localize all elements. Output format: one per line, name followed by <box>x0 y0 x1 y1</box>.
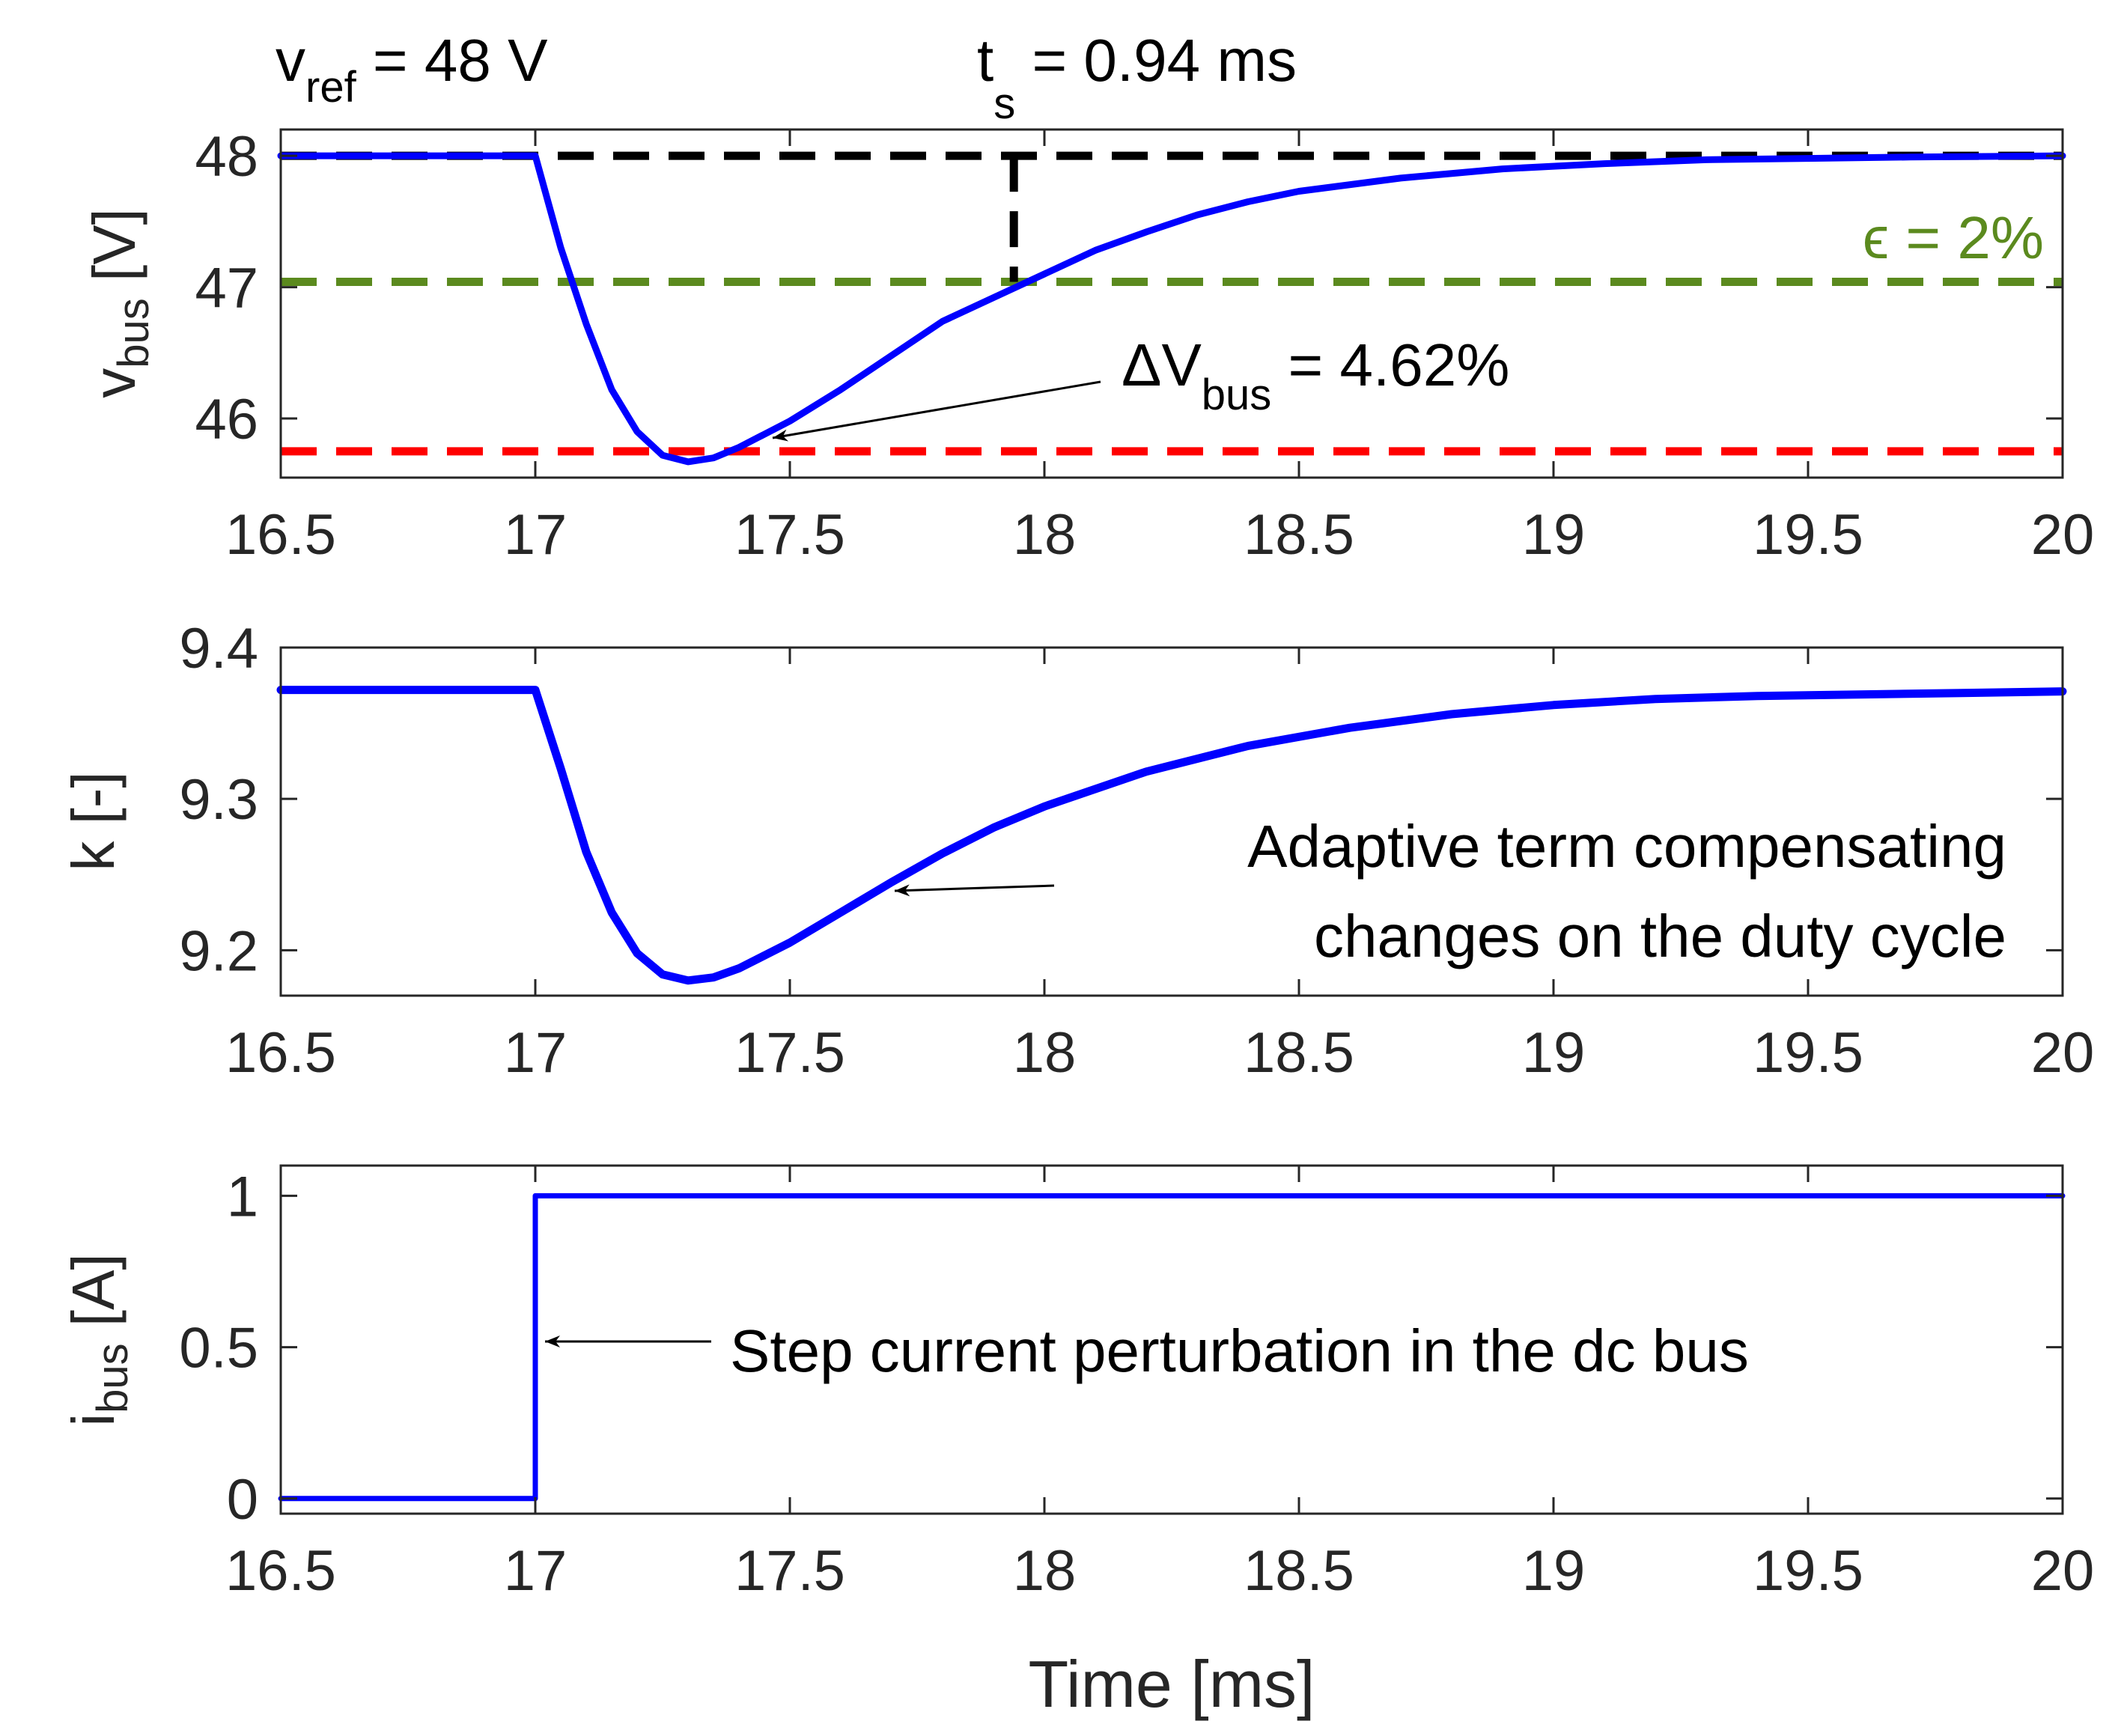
top-xtick-label: 19.5 <box>1753 503 1863 567</box>
top-ylabel-main: v <box>81 368 147 398</box>
middle-plot-layer <box>276 686 2067 985</box>
top-xtick-label: 20 <box>2031 503 2095 567</box>
k-annotation-line1: Adaptive term compensating <box>1247 813 2006 880</box>
ts-sub: s <box>993 79 1015 128</box>
i-annotation: Step current perturbation in the dc bus <box>730 1318 1749 1384</box>
bottom-ylabel-sub: bus <box>88 1343 137 1413</box>
panel-middle: 16.5 17 17.5 18 18.5 19 19.5 209.29.39.4 k [-] … <box>60 617 2094 1085</box>
top-xtick-label: 18.5 <box>1244 503 1354 567</box>
eps-annotation: ϵ = 2% <box>1863 204 2044 271</box>
bottom-xtick-label: 16.5 <box>225 1539 336 1603</box>
middle-ytick-label: 9.3 <box>179 768 258 832</box>
bottom-xtick-label: 19.5 <box>1753 1539 1863 1603</box>
top-ylabel: vbus [V] <box>81 208 158 398</box>
bottom-xtick-label: 17 <box>504 1539 567 1603</box>
top-plot-layer <box>277 151 2066 466</box>
middle-ticks-layer: 16.5 17 17.5 18 18.5 19 19.5 20 9.2 9.3 9.4 <box>179 617 2094 1085</box>
svg-text:vbus [V]: vbus [V] <box>81 208 158 398</box>
middle-xtick-label: 17 <box>504 1021 567 1085</box>
top-xtick-label: 17.5 <box>734 503 845 567</box>
dv-rest: = 4.62% <box>1271 332 1509 398</box>
middle-ytick-label: 9.4 <box>179 617 258 680</box>
top-xtick-label: 18 <box>1013 503 1077 567</box>
ts-annotation: ts = 0.94 ms <box>977 27 1297 128</box>
dv-annotation: ΔVbus = 4.62% <box>1122 332 1509 419</box>
dv-arrow <box>772 380 1101 442</box>
middle-xtick-label: 20 <box>2031 1021 2095 1085</box>
bottom-ytick-label: 0.5 <box>179 1317 258 1380</box>
bottom-xtick-label: 19 <box>1522 1539 1586 1603</box>
bottom-xtick-label: 18 <box>1013 1539 1077 1603</box>
bottom-ylabel-unit: [A] <box>60 1253 127 1327</box>
bottom-plot-layer <box>278 1193 2066 1502</box>
bottom-ytick-label: 0 <box>227 1468 258 1532</box>
top-ytick-label: 48 <box>195 125 258 189</box>
top-series-v_bus <box>277 152 2066 466</box>
top-ytick-label: 46 <box>195 388 258 451</box>
middle-axes-box <box>279 646 2064 997</box>
ts-main: t <box>977 27 993 94</box>
bottom-xtick-label: 17.5 <box>734 1539 845 1603</box>
top-ytick-label: 47 <box>195 257 258 320</box>
bottom-xtick-label: 18.5 <box>1244 1539 1354 1603</box>
bottom-ylabel-main: i <box>60 1413 127 1427</box>
svg-text:ibus [A]: ibus [A] <box>60 1253 137 1426</box>
top-xtick-label: 19 <box>1522 503 1586 567</box>
dv-sub: bus <box>1202 371 1272 419</box>
dv-main: ΔV <box>1122 332 1202 398</box>
bottom-ticks-layer: 16.5 17 17.5 18 18.5 19 19.5 20 0 0.5 1 <box>179 1165 2094 1603</box>
k-annotation-line2: changes on the duty cycle <box>1314 903 2006 969</box>
x-axis-label: Time [ms] <box>1029 1647 1315 1721</box>
top-ylabel-unit: [V] <box>81 208 147 281</box>
middle-xtick-label: 19 <box>1522 1021 1586 1085</box>
middle-xtick-label: 18.5 <box>1244 1021 1354 1085</box>
panel-bottom: 16.5 17 17.5 18 18.5 19 19.5 20 0 0.5 1 ibus [A] S… <box>60 1164 2094 1721</box>
bottom-ytick-label: 1 <box>227 1165 258 1228</box>
bottom-axes-box <box>279 1164 2064 1515</box>
bottom-series-i_bus <box>278 1193 2066 1502</box>
k-arrow <box>894 884 1055 897</box>
vref-main: v <box>276 27 305 94</box>
top-ylabel-sub: bus <box>109 298 158 368</box>
top-ticks-layer: 16.5 17 17.5 18 18.5 19 19.5 20 46 47 48 <box>195 125 2094 567</box>
top-axes-box <box>279 128 2064 479</box>
middle-ytick-label: 9.2 <box>179 919 258 983</box>
middle-xtick-label: 18 <box>1013 1021 1077 1085</box>
middle-xtick-label: 19.5 <box>1753 1021 1863 1085</box>
middle-ylabel: k [-] <box>60 771 127 871</box>
vref-sub: ref <box>305 63 357 112</box>
bottom-ylabel: ibus [A] <box>60 1253 137 1426</box>
bottom-xtick-label: 20 <box>2031 1539 2095 1603</box>
top-xtick-label: 16.5 <box>225 503 336 567</box>
middle-series-k <box>276 686 2067 985</box>
middle-xtick-label: 17.5 <box>734 1021 845 1085</box>
top-xtick-label: 17 <box>504 503 567 567</box>
vref-rest: = 48 V <box>356 27 548 94</box>
vref-annotation: vref = 48 V <box>276 27 548 112</box>
ts-rest: = 0.94 ms <box>1015 27 1297 94</box>
middle-xtick-label: 16.5 <box>225 1021 336 1085</box>
